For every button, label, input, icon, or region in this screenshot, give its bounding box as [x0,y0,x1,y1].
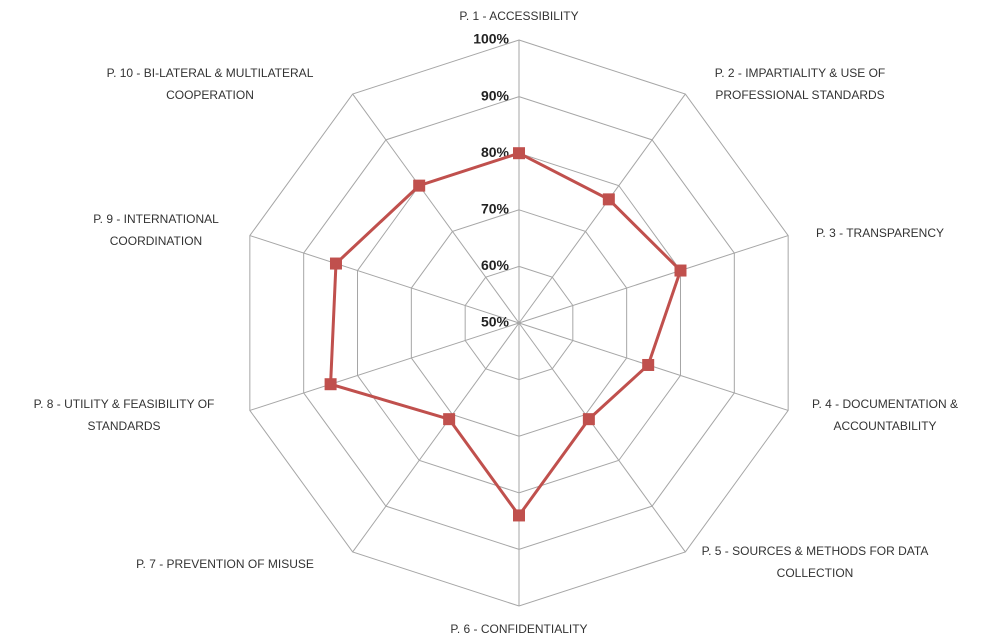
marker [674,264,687,277]
marker [443,413,456,426]
marker [329,257,342,270]
spoke [352,322,520,553]
r-tick-label: 80% [481,144,510,160]
r-tick-label: 50% [481,314,510,330]
category-label: P. 10 - BI-LATERAL & MULTILATERAL COOPER… [106,66,314,102]
marker [513,147,525,160]
marker [413,179,426,192]
marker [642,358,655,371]
category-label: P. 8 - UTILITY & FEASIBILITY OF STANDARD… [33,397,215,433]
marker [513,509,525,522]
r-tick-label: 70% [481,201,510,217]
spoke [249,235,520,324]
category-label: P. 6 - CONFIDENTIALITY [450,622,588,636]
category-label: P. 5 - SOURCES & METHODS FOR DATA COLLEC… [701,544,929,580]
category-label: P. 3 - TRANSPARENCY [815,226,945,240]
spoke [249,322,520,411]
r-tick-label: 90% [481,87,510,103]
spoke [518,93,686,324]
category-label: P. 9 - INTERNATIONAL COORDINATION [93,212,219,248]
spoke [518,322,686,553]
marker [324,378,337,391]
marker [602,193,615,206]
spoke [518,235,789,324]
marker [582,413,595,426]
r-tick-label: 60% [481,257,510,273]
category-label: P. 1 - ACCESSIBILITY [459,9,579,23]
category-label: P. 4 - DOCUMENTATION & ACCOUNTABILITY [811,397,958,433]
category-label: P. 7 - PREVENTION OF MISUSE [136,557,314,571]
r-tick-label: 100% [473,31,509,47]
spoke [352,93,520,324]
category-label: P. 2 - IMPARTIALITY & USE OF PROFESSIONA… [714,66,886,102]
